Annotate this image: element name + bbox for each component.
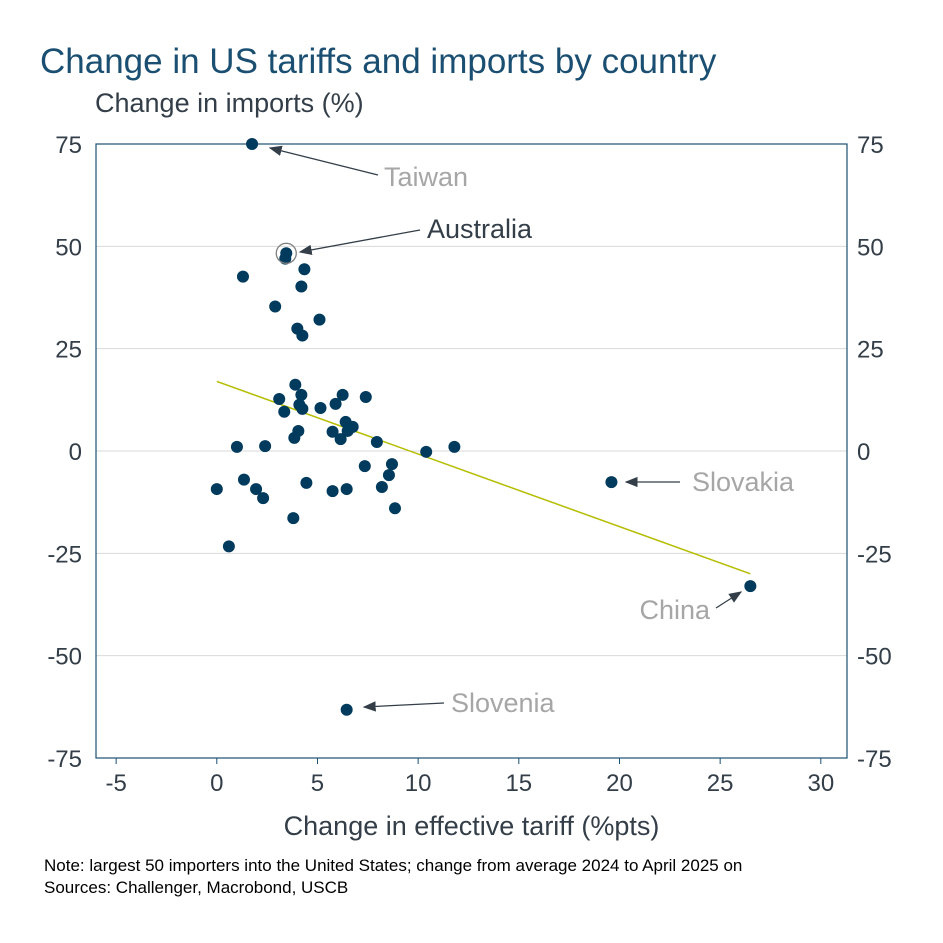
annotation-arrow (362, 701, 445, 712)
data-point (336, 388, 349, 401)
annotation-label-china: China (639, 595, 711, 625)
data-point (388, 502, 401, 515)
data-point (448, 440, 461, 453)
annotation-label-slovakia: Slovakia (692, 467, 795, 497)
annotation-arrow (715, 591, 743, 609)
data-point (236, 270, 249, 283)
y-tick-label-left: 25 (55, 337, 82, 364)
data-point (334, 433, 347, 446)
data-point (300, 476, 313, 489)
data-point (222, 540, 235, 553)
data-point (370, 435, 383, 448)
y-tick-label-left: 0 (69, 439, 82, 466)
x-tick-label: 0 (210, 770, 223, 797)
data-point (295, 280, 308, 293)
data-point (296, 329, 309, 342)
x-axis-label: Change in effective tariff (%pts) (283, 811, 660, 841)
y-tick-label-left: -25 (47, 541, 82, 568)
data-point (329, 397, 342, 410)
x-tick-label: 5 (311, 770, 324, 797)
data-point (259, 440, 272, 453)
annotation-label-slovenia: Slovenia (451, 688, 556, 718)
data-point (605, 476, 618, 489)
data-point (359, 390, 372, 403)
data-point (358, 460, 371, 473)
y-tick-label-left: -75 (47, 746, 82, 773)
y-tick-label-right: 75 (857, 132, 884, 159)
data-point (326, 425, 339, 438)
annotation-label-australia: Australia (427, 214, 533, 244)
data-point (289, 378, 302, 391)
data-point (375, 481, 388, 494)
x-tick-label: 25 (707, 770, 734, 797)
plot-frame (95, 143, 848, 759)
data-point (250, 483, 263, 496)
chart-title: Change in US tariffs and imports by coun… (40, 42, 717, 81)
data-point (298, 263, 311, 276)
x-tick-label: -5 (105, 770, 126, 797)
data-point (744, 580, 757, 593)
data-point (382, 469, 395, 482)
sources: Sources: Challenger, Macrobond, USCB (44, 878, 349, 897)
data-point (346, 420, 359, 433)
data-point (287, 512, 300, 525)
data-point (420, 445, 433, 458)
data-point (273, 393, 286, 406)
data-point (210, 483, 223, 496)
data-point (288, 431, 301, 444)
data-point (340, 483, 353, 496)
data-point (269, 300, 282, 313)
x-tick-label: 30 (807, 770, 834, 797)
highlight-ring (275, 242, 297, 264)
data-point (340, 703, 353, 716)
y-tick-label-right: -75 (857, 746, 892, 773)
data-point (385, 458, 398, 471)
data-point (279, 252, 292, 265)
data-point (295, 388, 308, 401)
y-tick-label-left: 50 (55, 234, 82, 261)
y-tick-label-left: -50 (47, 644, 82, 671)
annotation-label-taiwan: Taiwan (384, 162, 468, 192)
data-point (296, 402, 309, 415)
data-point (278, 405, 291, 418)
x-tick-label: 15 (505, 770, 532, 797)
annotation-arrow (298, 229, 421, 256)
y-tick-label-right: 0 (857, 439, 870, 466)
data-point (314, 402, 327, 415)
data-point (326, 485, 339, 498)
y-tick-label-right: -25 (857, 541, 892, 568)
y-tick-label-right: 25 (857, 337, 884, 364)
data-point (313, 313, 326, 326)
y-tick-label-right: -50 (857, 644, 892, 671)
data-point (237, 473, 250, 486)
data-point (257, 492, 270, 505)
data-point (246, 138, 259, 150)
x-tick-label: 20 (606, 770, 633, 797)
annotation-arrow (268, 145, 379, 176)
y-tick-label-left: 75 (55, 132, 82, 159)
y-axis-label: Change in imports (%) (95, 88, 364, 118)
note: Note: largest 50 importers into the Unit… (44, 856, 743, 875)
data-point (230, 440, 243, 453)
x-tick-label: 10 (405, 770, 432, 797)
y-tick-label-right: 50 (857, 234, 884, 261)
